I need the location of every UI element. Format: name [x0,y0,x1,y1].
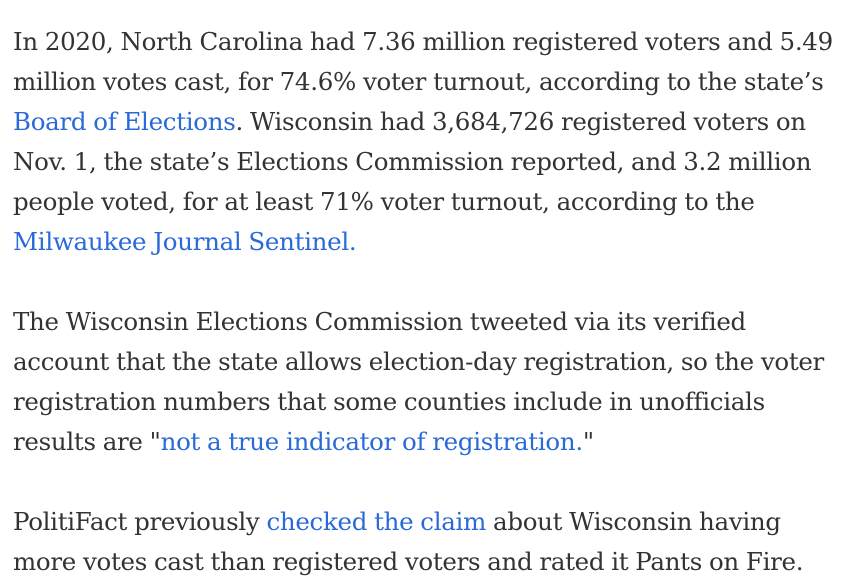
milwaukee-journal-sentinel-link[interactable]: Milwaukee Journal Sentinel. [13,227,357,256]
paragraph-registration: The Wisconsin Elections Commission tweet… [13,302,848,462]
article-body: In 2020, North Carolina had 7.36 million… [13,22,848,582]
board-of-elections-link[interactable]: Board of Elections [13,107,236,136]
paragraph-text: " [582,427,594,456]
paragraph-text: In 2020, North Carolina had 7.36 million… [13,27,833,96]
paragraph-text: . Wisconsin had 3,684,726 registered vot… [13,107,812,216]
paragraph-text: PolitiFact previously [13,507,267,536]
paragraph-politifact: PolitiFact previously checked the claim … [13,502,848,582]
not-a-true-indicator-link[interactable]: not a true indicator of registration. [160,427,584,456]
paragraph-text: The Wisconsin Elections Commission tweet… [13,307,824,456]
paragraph-turnout: In 2020, North Carolina had 7.36 million… [13,22,848,262]
paragraph-text: about Wisconsin having more votes cast t… [13,507,804,576]
checked-the-claim-link[interactable]: checked the claim [266,507,487,536]
